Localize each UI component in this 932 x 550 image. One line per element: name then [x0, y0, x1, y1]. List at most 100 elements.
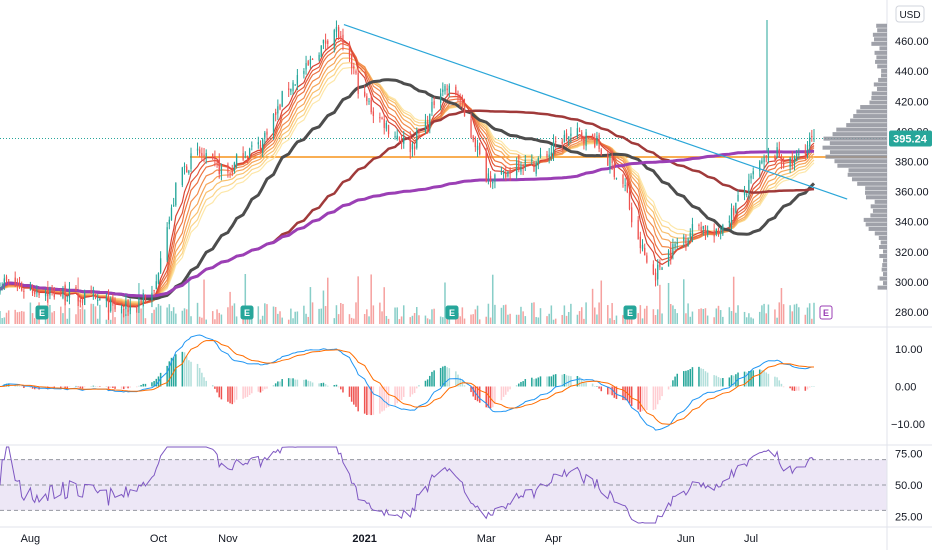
macd-histogram-bar [53, 386, 56, 389]
macd-histogram-bar [615, 386, 618, 399]
candle-body [38, 292, 40, 296]
volume-bar [155, 307, 158, 324]
macd-histogram-bar [550, 376, 553, 387]
candle-body [555, 141, 557, 143]
candle-body [311, 59, 314, 61]
volume-bar [752, 318, 754, 324]
volume-bar [342, 303, 344, 324]
volume-profile-bar [878, 77, 887, 82]
macd-histogram-bar [220, 386, 223, 400]
volume-bar [795, 303, 798, 324]
macd-histogram-bar [418, 385, 420, 387]
earnings-marker-label: E [39, 308, 45, 318]
macd-histogram-bar [261, 386, 264, 392]
volume-profile-bar [869, 100, 887, 105]
macd-histogram-bar [235, 386, 238, 400]
macd-histogram-bar [305, 379, 307, 387]
volume-bar [81, 305, 84, 324]
volume-bar [307, 316, 309, 324]
macd-histogram-bar [567, 375, 570, 387]
candle-body [661, 267, 663, 270]
volume-bar [487, 303, 490, 324]
candle-body [591, 134, 594, 137]
macd-histogram-bar [700, 368, 702, 387]
macd-histogram-bar [533, 379, 535, 387]
volume-bar [808, 303, 811, 324]
macd-histogram-bar [264, 386, 266, 390]
candle-body [385, 123, 388, 129]
volume-bar [667, 282, 670, 324]
candle-body [507, 171, 509, 177]
candle-body [403, 137, 405, 144]
candle-body [520, 166, 522, 172]
volume-bar [609, 318, 611, 324]
volume-bar [402, 305, 405, 324]
candle-body [609, 155, 611, 169]
macd-histogram-bar [188, 360, 190, 387]
volume-bar [398, 319, 401, 324]
macd-histogram-bar [216, 386, 218, 393]
volume-bar [535, 317, 537, 324]
candle-body [531, 159, 533, 162]
macd-histogram-bar [125, 386, 127, 388]
candle-body [713, 230, 715, 237]
candle-body [600, 149, 602, 156]
macd-histogram-bar [767, 373, 770, 387]
volume-bar [14, 309, 16, 324]
macd-histogram-bar [31, 386, 34, 389]
volume-bar [641, 318, 644, 324]
macd-histogram-bar [808, 386, 811, 388]
macd-histogram-bar [476, 386, 479, 402]
volume-bar [656, 309, 659, 324]
ema-ribbon-line [0, 47, 815, 306]
candle-body [173, 205, 175, 207]
macd-histogram-bar [758, 369, 761, 387]
candle-body [29, 288, 32, 291]
candle-body [110, 299, 112, 311]
volume-bar [598, 302, 600, 324]
candle-body [585, 132, 587, 147]
volume-bar [309, 287, 312, 324]
candle-body [672, 244, 674, 256]
x-tick-label: Jul [744, 533, 758, 545]
candle-body [641, 244, 644, 249]
macd-histogram-bar [246, 386, 249, 397]
macd-tick-label: −10.00 [891, 419, 925, 431]
macd-histogram-bar [90, 386, 92, 387]
macd-histogram-bar [433, 370, 435, 387]
candle-body [763, 157, 765, 163]
volume-bar [719, 310, 722, 324]
candle-body [426, 119, 429, 130]
volume-bar [735, 312, 737, 324]
ema-ribbon-line [0, 66, 815, 303]
volume-bar [470, 314, 472, 324]
macd-histogram-bar [659, 386, 661, 401]
volume-bar [583, 318, 585, 324]
x-tick-label: Jun [677, 533, 695, 545]
candle-body [14, 277, 16, 287]
macd-histogram-bar [396, 386, 398, 404]
candle-body [3, 278, 5, 285]
candle-body [396, 135, 398, 139]
volume-bar [758, 311, 761, 324]
macd-histogram-bar [487, 386, 490, 408]
volume-bar [561, 314, 563, 324]
macd-histogram-bar [244, 386, 247, 398]
macd-histogram-bar [439, 367, 442, 387]
candle-body [765, 155, 767, 158]
volume-bar [600, 280, 603, 324]
candle-body [383, 119, 385, 128]
macd-histogram-bar [583, 382, 585, 387]
volume-profile-bar [882, 263, 887, 268]
candle-body [235, 154, 238, 166]
candle-body [264, 132, 266, 138]
volume-bar [294, 311, 296, 324]
volume-bar [502, 305, 505, 324]
volume-bar [99, 304, 101, 324]
macd-histogram-bar [622, 386, 624, 401]
candle-body [702, 225, 704, 229]
volume-profile-bar [836, 127, 887, 132]
candle-body [368, 100, 370, 102]
